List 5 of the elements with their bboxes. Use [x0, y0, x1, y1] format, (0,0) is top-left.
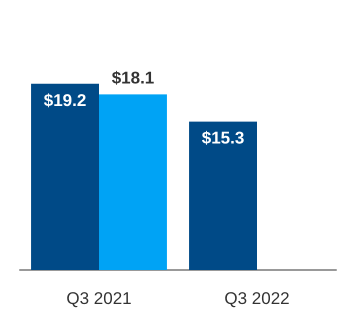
- x-tick-label: Q3 2021: [66, 289, 132, 308]
- data-label: $18.1: [112, 68, 154, 88]
- data-label: $19.2: [44, 90, 86, 110]
- data-label: $15.3: [202, 128, 244, 148]
- x-tick-label: Q3 2022: [224, 289, 290, 308]
